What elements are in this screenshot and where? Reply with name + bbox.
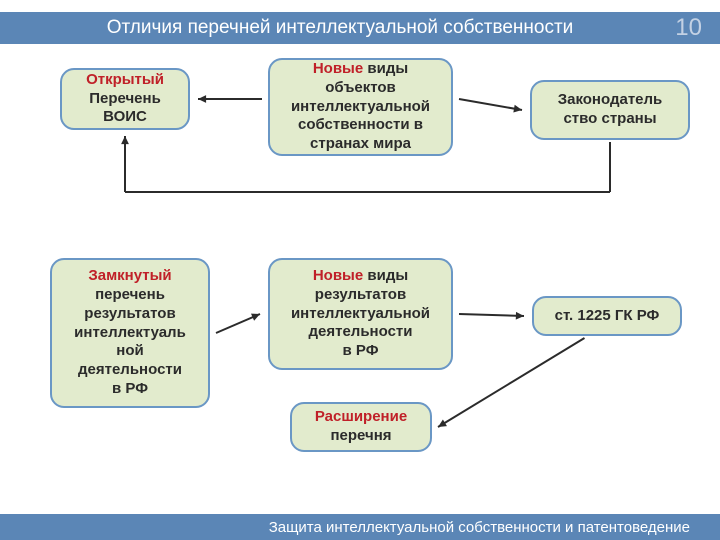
footer-bar: Защита интеллектуальной собственности и … (0, 514, 720, 540)
node-article: ст. 1225 ГК РФ (532, 296, 682, 336)
node-closed-list: Замкнутыйпереченьрезультатовинтеллектуал… (50, 258, 210, 408)
node-new-rf: Новые видырезультатовинтеллектуальнойдея… (268, 258, 453, 370)
title-bar: Отличия перечней интеллектуальной собств… (0, 12, 720, 44)
slide: Отличия перечней интеллектуальной собств… (0, 0, 720, 540)
page-number: 10 (675, 14, 702, 42)
node-expansion: Расширениеперечня (290, 402, 432, 452)
node-open-list: ОткрытыйПереченьВОИС (60, 68, 190, 130)
footer-text: Защита интеллектуальной собственности и … (269, 519, 690, 536)
node-new-world: Новые видыобъектовинтеллектуальнойсобств… (268, 58, 453, 156)
node-legislation: Законодательство страны (530, 80, 690, 140)
slide-title: Отличия перечней интеллектуальной собств… (20, 17, 660, 39)
